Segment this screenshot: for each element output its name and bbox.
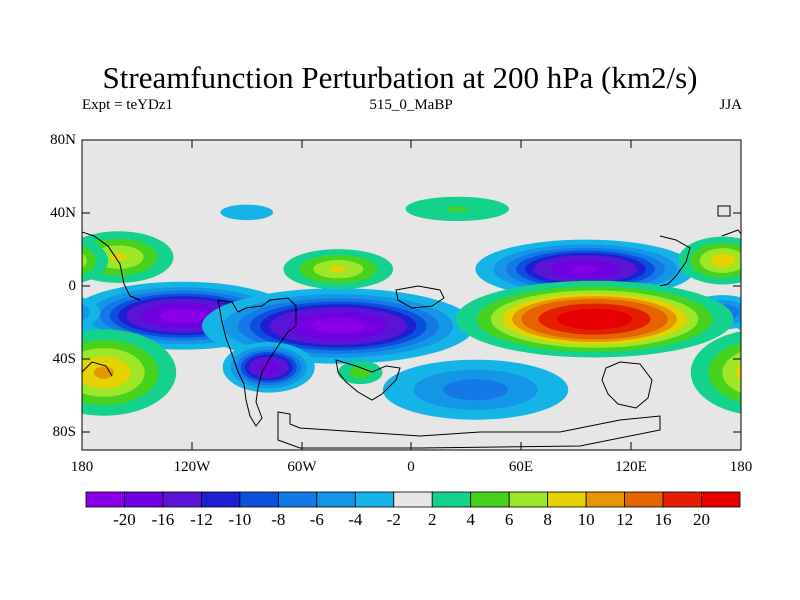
x-tick-label: 60E [508,459,534,475]
colorbar [85,491,741,508]
coastline-antarctica [277,411,661,449]
colorbar-swatch [585,491,625,508]
colorbar-swatch [277,491,318,508]
colorbar-label: -10 [228,510,252,529]
colorbar-label: 16 [654,510,672,529]
contour-band [722,351,741,394]
colorbar-swatch [701,491,741,508]
colorbar-label: 12 [616,510,634,529]
y-tick-label: 40S [52,351,76,367]
coastline-north-america [82,231,141,377]
coastline-australia [601,361,653,409]
colorbar-swatch [470,491,510,508]
high-anomaly [82,236,741,285]
x-tick-label: 120E [615,459,647,475]
colorbar-label: -12 [190,510,213,529]
colorbar-swatch [239,491,279,508]
colorbar-label: 4 [466,510,475,529]
y-tick-label: 40N [50,205,76,221]
y-tick-label: 80N [50,132,76,148]
colorbar-label: -4 [348,510,363,529]
colorbar-swatch [124,491,164,508]
colorbar-label: 20 [693,510,711,529]
x-tick-label: 60W [287,459,317,475]
colorbar-swatch [662,491,702,508]
colorbar-swatch [162,491,202,508]
coastline-south-america [217,297,297,427]
contour-band [349,366,372,379]
colorbar-swatch [201,491,241,508]
colorbar-label: 6 [504,510,514,529]
contour-band [82,297,101,328]
experiment-label: Expt = teYDz1 [82,97,173,113]
coastlines [82,205,741,449]
high-anomaly [82,329,741,416]
contour-band [443,379,509,401]
colorbar-label: -20 [113,510,136,529]
colorbar-label: 8 [543,510,552,529]
contour-band [710,253,736,268]
colorbar-swatch [431,491,472,508]
colorbar-swatch [85,491,125,508]
contour-band [82,253,87,269]
axis-ticks [81,139,742,450]
colorbar-label: -8 [271,510,286,529]
season-label: JJA [719,97,742,113]
contour-band [736,363,741,382]
y-tick-label: 80S [52,424,76,440]
contour-band [330,266,347,273]
contour-band [220,204,274,221]
contour-field [82,140,741,450]
colorbar-swatch [547,491,587,508]
colorbar-swatch [316,491,356,508]
contour-band [556,308,633,330]
contour-band [311,318,366,334]
contour-band [572,265,599,273]
x-tick-label: 180 [729,459,753,475]
colorbar-label: -6 [309,510,324,529]
contour-band [738,251,741,264]
high-anomaly [455,280,734,358]
high-anomaly [283,249,394,290]
colorbar-label: -16 [151,510,175,529]
x-tick-label: 180 [70,459,94,475]
low-anomaly [220,204,274,221]
colorbar-label: -2 [386,510,401,529]
high-anomaly [405,196,509,222]
coastline-africa [335,285,445,401]
contour-band [110,253,127,261]
x-tick-label: 0 [407,459,415,475]
colorbar-swatch [508,491,549,508]
contour-band [82,303,90,321]
contour-band [258,361,280,374]
colorbar-swatch [354,491,395,508]
colorbar-swatch [624,491,664,508]
contour-band [446,206,469,212]
contour-band [93,366,115,379]
colorbar-label: 10 [577,510,595,529]
colorbar-label: 2 [427,510,437,529]
map-title: Streamfunction Perturbation at 200 hPa (… [102,60,698,95]
x-tick-label: 120W [173,459,211,475]
low-anomaly [475,239,696,299]
low-anomaly [382,359,569,420]
contour-band [82,246,97,276]
colorbar-swatch [393,491,433,508]
contour-band [160,308,206,323]
coastline-asia [659,205,741,287]
y-tick-label: 0 [68,278,77,294]
case-label: 515_0_MaBP [369,97,453,113]
